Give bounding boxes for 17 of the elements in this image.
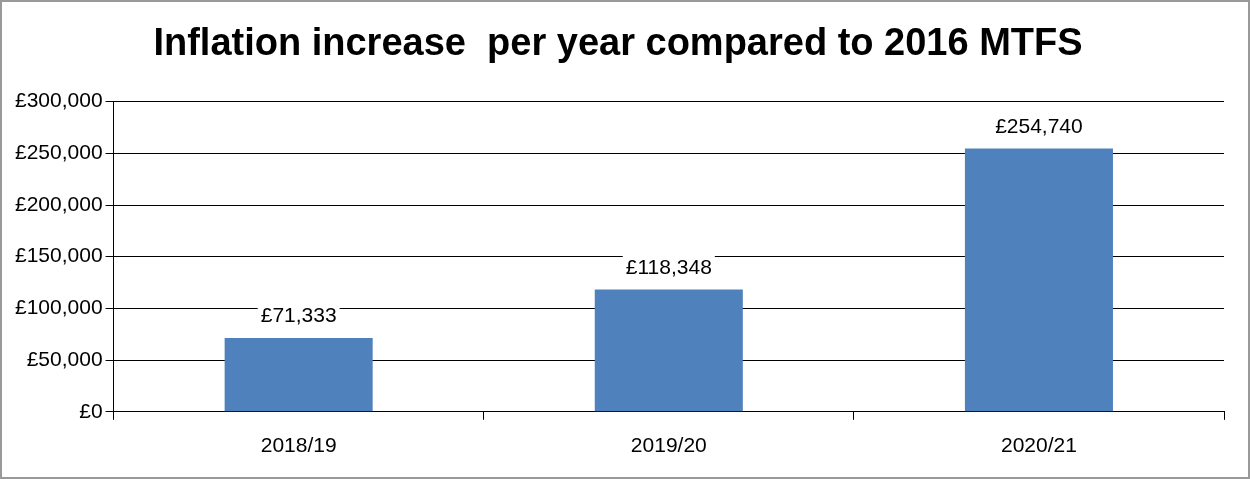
x-tick-label: 2020/21	[1000, 433, 1077, 457]
y-tick-label: £50,000	[26, 346, 103, 370]
y-tick-label: £150,000	[15, 243, 103, 267]
bar	[964, 148, 1113, 412]
y-tick-label: £100,000	[15, 295, 103, 319]
bar	[594, 289, 743, 412]
y-tick-label: £200,000	[15, 191, 103, 215]
chart-title: Inflation increase per year compared to 2016 MTFS	[153, 21, 1083, 64]
data-label: £254,740	[995, 113, 1083, 137]
x-tick-label: 2019/20	[630, 433, 707, 457]
data-label: £71,333	[260, 303, 337, 327]
y-tick-label: £0	[79, 398, 103, 422]
y-tick-label: £250,000	[15, 140, 103, 164]
bar	[224, 338, 373, 412]
x-tick-label: 2018/19	[260, 433, 337, 457]
data-label: £118,348	[625, 254, 712, 278]
y-tick-label: £300,000	[15, 88, 103, 112]
